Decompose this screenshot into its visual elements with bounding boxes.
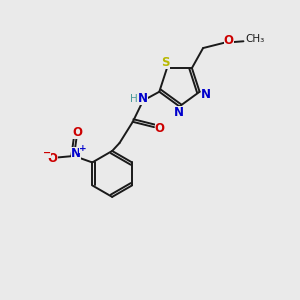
- Text: +: +: [79, 144, 87, 153]
- Text: O: O: [155, 122, 165, 135]
- Text: S: S: [161, 56, 170, 69]
- Text: N: N: [174, 106, 184, 119]
- Text: O: O: [47, 152, 58, 165]
- Text: H: H: [130, 94, 137, 104]
- Text: CH₃: CH₃: [245, 34, 264, 44]
- Text: −: −: [43, 148, 51, 158]
- Text: N: N: [138, 92, 148, 105]
- Text: O: O: [72, 127, 82, 140]
- Text: N: N: [201, 88, 211, 101]
- Text: O: O: [224, 34, 234, 47]
- Text: N: N: [71, 147, 81, 160]
